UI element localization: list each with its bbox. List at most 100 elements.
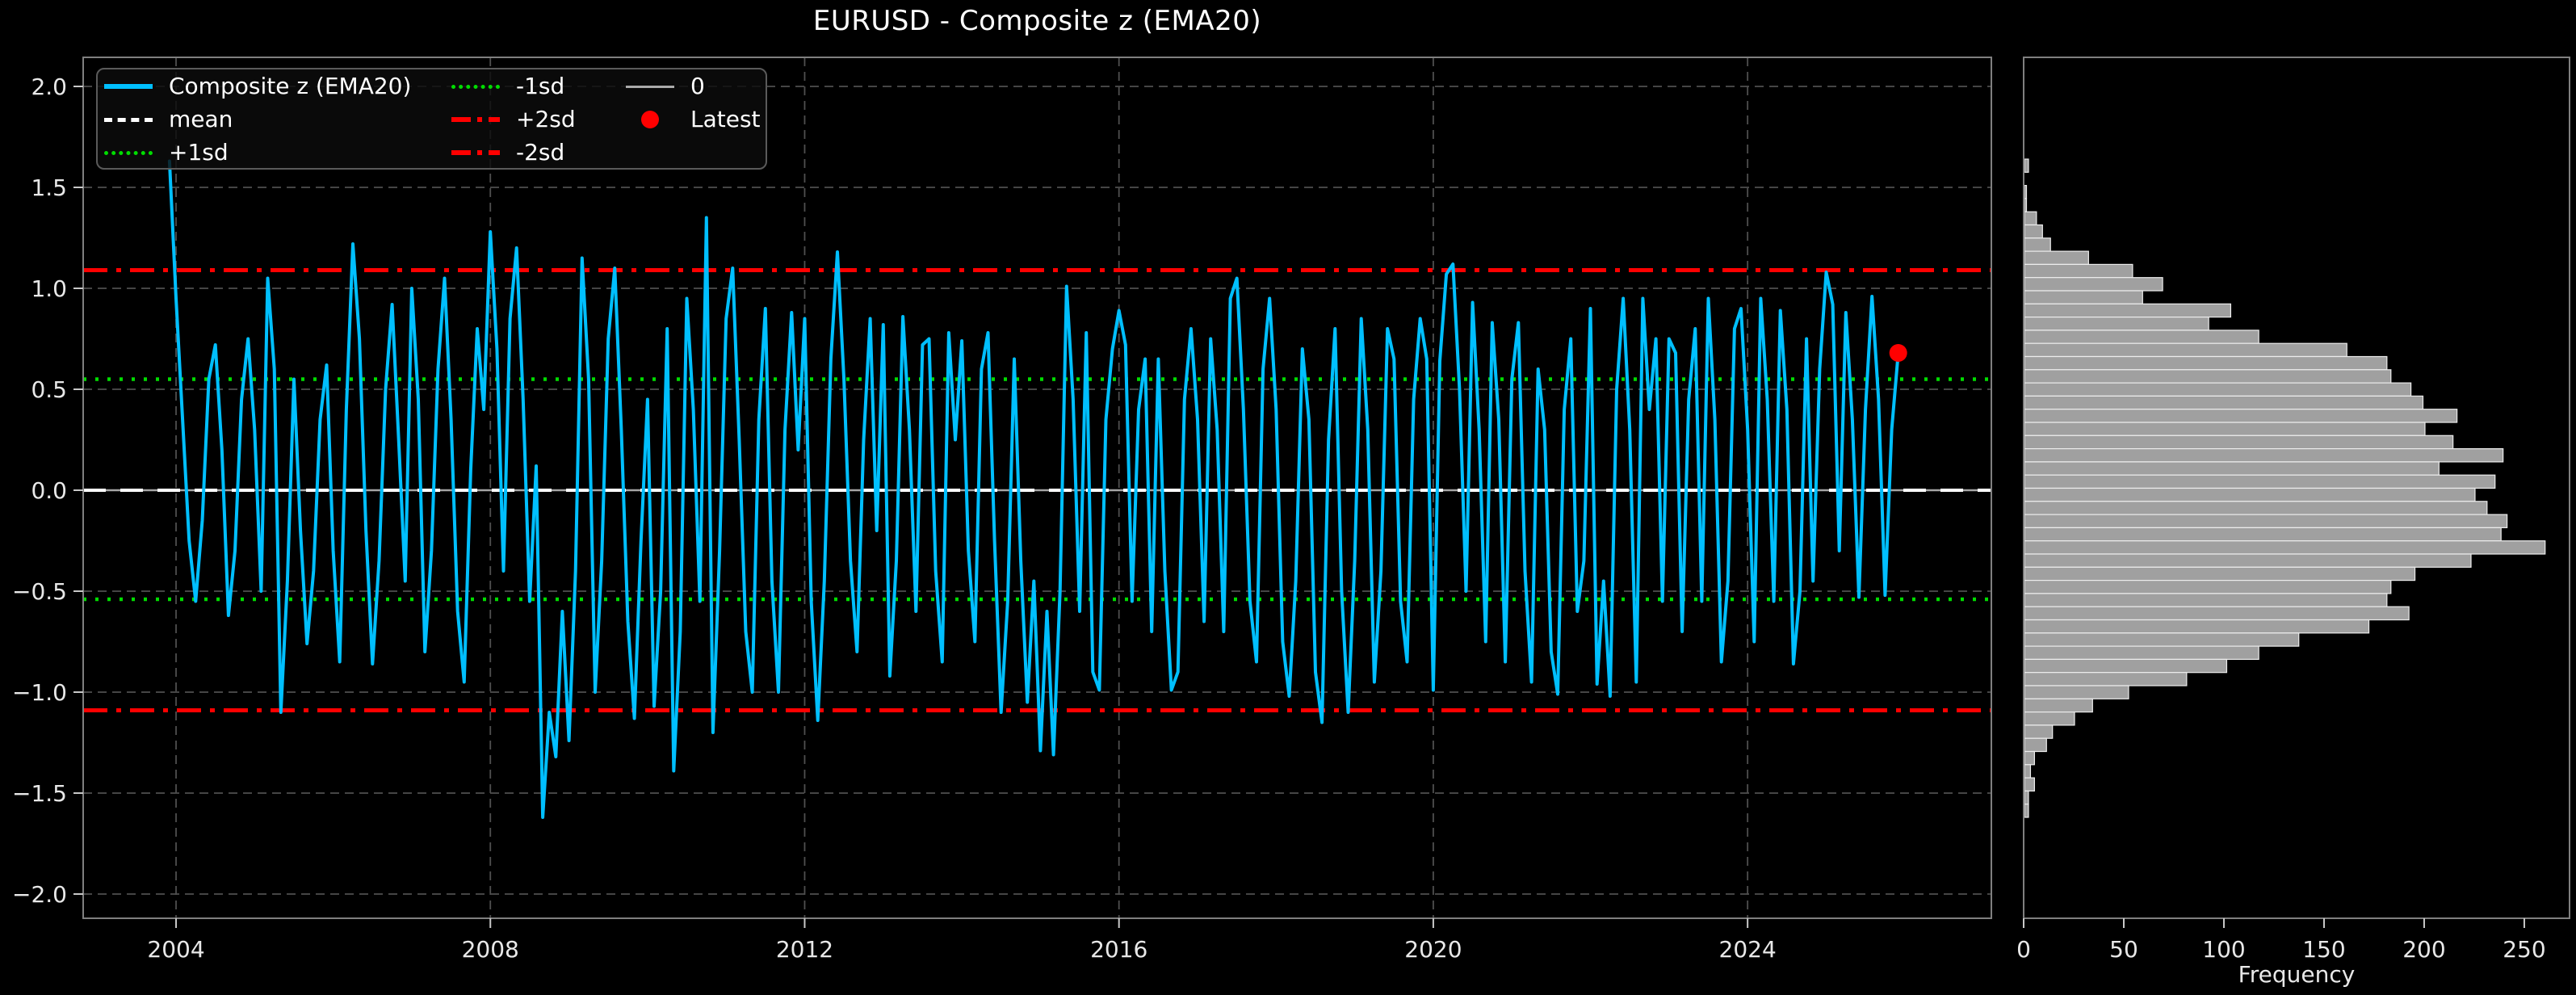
composite-z-series [167, 159, 1900, 819]
histogram-bar [2024, 790, 2029, 805]
y-tick-label: 0.5 [31, 376, 67, 403]
legend: Composite z (EMA20) mean +1sd -1sd +2sd [96, 68, 767, 170]
legend-label: 0 [690, 73, 705, 99]
histogram-bar [2024, 514, 2508, 528]
x-tick-label: 250 [2503, 936, 2545, 963]
histogram-bar [2024, 342, 2347, 358]
histogram-bar [2024, 185, 2028, 199]
legend-label: -2sd [516, 139, 565, 166]
legend-label: +2sd [516, 106, 576, 132]
histogram-bar [2024, 461, 2440, 476]
histogram-bar [2024, 263, 2133, 279]
histogram-bar [2024, 540, 2546, 555]
chart-title: EURUSD - Composite z (EMA20) [812, 5, 1262, 37]
histogram-bar [2024, 317, 2209, 331]
legend-label: Latest [690, 106, 761, 132]
y-tick-label: −1.0 [12, 679, 67, 706]
histogram-bar [2024, 487, 2476, 502]
legend-item-latest: Latest [626, 103, 761, 136]
histogram-bar [2024, 355, 2388, 371]
histogram-bar [2024, 658, 2228, 674]
x-tick-label: 2004 [147, 936, 204, 963]
x-tick-label: 150 [2302, 936, 2345, 963]
y-tick-label: −0.5 [12, 578, 67, 605]
legend-item-mean: mean [104, 103, 233, 136]
histogram-bar [2024, 579, 2392, 594]
histogram-bar [2024, 158, 2029, 173]
histogram-bar [2024, 277, 2163, 292]
histogram-bar [2024, 198, 2028, 212]
legend-label: Composite z (EMA20) [169, 73, 412, 99]
histogram-bar [2024, 606, 2410, 621]
y-tick-label: 1.0 [31, 275, 67, 302]
histogram-bar [2024, 672, 2188, 686]
x-tick-label: 2008 [462, 936, 519, 963]
histogram-bar [2024, 474, 2496, 489]
histogram-spines [2023, 57, 2570, 919]
legend-label: +1sd [169, 139, 229, 166]
histogram-bar [2024, 395, 2424, 410]
green-dotted-swatch-icon [104, 150, 153, 155]
red-dot-swatch-icon [641, 111, 659, 128]
y-tick-label: −1.5 [12, 780, 67, 807]
gray-line-swatch-icon [626, 85, 674, 88]
x-tick-label: 2012 [776, 936, 833, 963]
y-tick-label: 1.5 [31, 174, 67, 201]
legend-item-composite: Composite z (EMA20) [104, 70, 411, 103]
legend-item-plus1sd: +1sd [104, 136, 229, 169]
x-tick-label: 0 [2016, 936, 2031, 963]
histogram-bar [2024, 237, 2051, 252]
white-dashed-swatch-icon [104, 117, 153, 122]
histogram-bar [2024, 250, 2089, 266]
x-tick-label: 2016 [1090, 936, 1147, 963]
latest-marker [1889, 344, 1907, 362]
y-tick-label: −2.0 [12, 881, 67, 908]
red-dashdot-swatch-icon [451, 150, 500, 155]
legend-item-zero: 0 [626, 70, 705, 103]
histogram-bar [2024, 764, 2032, 779]
histogram-bar [2024, 409, 2458, 423]
green-dotted-swatch-icon [451, 84, 500, 89]
histogram-bar [2024, 422, 2426, 436]
histogram-bar [2024, 566, 2416, 581]
histogram-bar [2024, 553, 2472, 568]
histogram-bar [2024, 685, 2129, 699]
histogram-bar [2024, 737, 2047, 753]
legend-item-plus2sd: +2sd [451, 103, 576, 136]
histogram-bar [2024, 619, 2370, 634]
x-tick-label: 100 [2202, 936, 2245, 963]
x-tick-label: 200 [2402, 936, 2445, 963]
legend-item-minus2sd: -2sd [451, 136, 564, 169]
histogram-bar [2024, 435, 2454, 450]
histogram-bar [2024, 527, 2502, 542]
histogram-bar [2024, 724, 2054, 739]
histogram-bar [2024, 593, 2388, 607]
legend-label: -1sd [516, 73, 565, 99]
histogram-bar [2024, 645, 2259, 660]
histogram-bar [2024, 303, 2232, 318]
histogram-bar [2024, 632, 2300, 647]
y-tick-label: 0.0 [31, 477, 67, 504]
histogram-bar [2024, 750, 2035, 766]
histogram-bar [2024, 804, 2029, 818]
x-tick-label: 2020 [1404, 936, 1462, 963]
cyan-line-swatch-icon [104, 84, 153, 89]
histogram-bar [2024, 224, 2043, 239]
histogram-bar [2024, 330, 2259, 344]
histogram-bar [2024, 777, 2035, 791]
legend-label: mean [169, 106, 233, 132]
histogram-bar [2024, 711, 2075, 726]
x-tick-label: 2024 [1719, 936, 1777, 963]
main-spines [82, 57, 1992, 919]
histogram-bar [2024, 290, 2143, 304]
histogram-bar [2024, 447, 2504, 463]
histogram-bar [2024, 369, 2392, 384]
legend-item-minus1sd: -1sd [451, 70, 564, 103]
y-tick-label: 2.0 [31, 73, 67, 100]
histogram-bar [2024, 698, 2093, 713]
histogram-bar [2024, 211, 2037, 226]
red-dashdot-swatch-icon [451, 117, 500, 122]
histogram-bar [2024, 382, 2412, 397]
